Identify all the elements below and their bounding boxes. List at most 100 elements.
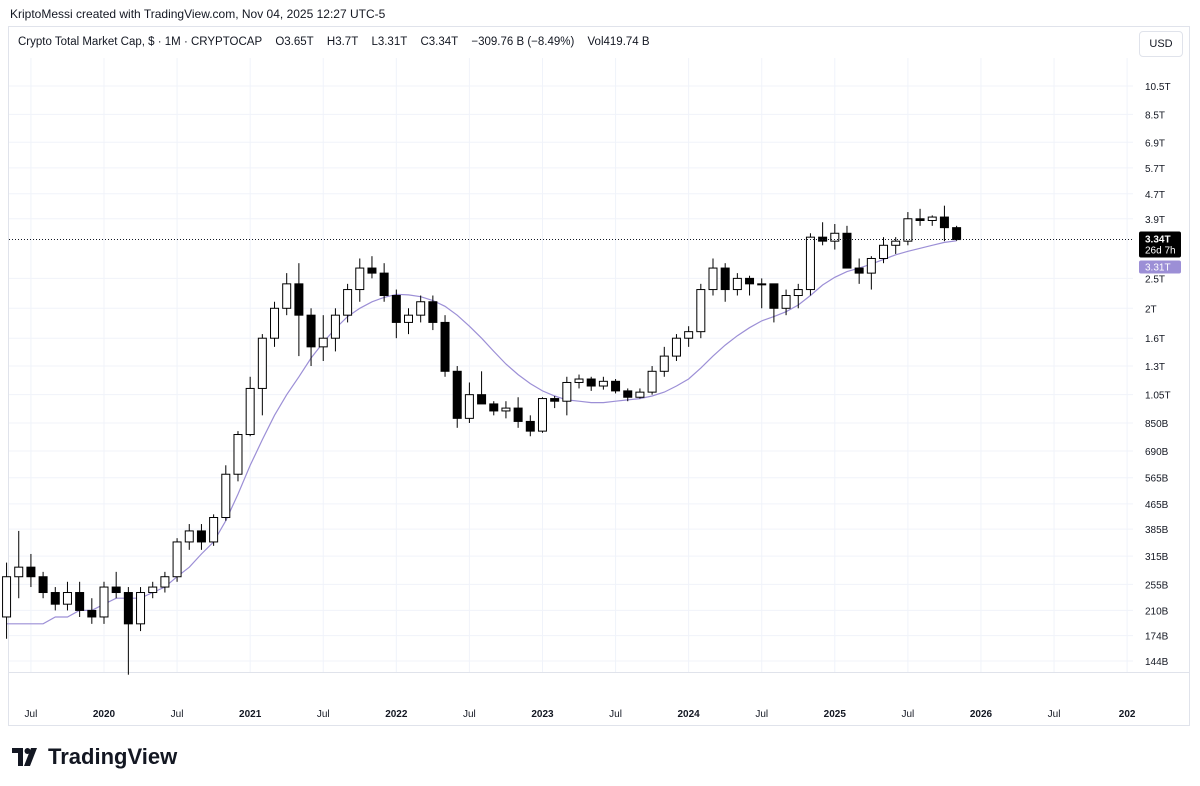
x-axis-tick-label: 2024 [678,709,701,720]
candle[interactable] [732,277,742,291]
candle[interactable] [440,321,450,372]
y-axis-tick-label: 1.3T [1145,362,1165,373]
candle[interactable] [647,370,657,393]
candle[interactable] [623,390,633,398]
candle[interactable] [184,530,194,543]
candle[interactable] [14,566,24,578]
candle[interactable] [477,394,487,405]
last-price-badge [1139,231,1181,258]
candle[interactable] [245,387,255,436]
candle[interactable] [404,314,413,323]
x-axis-tick-label: 202 [1119,709,1136,720]
candle[interactable] [50,592,60,605]
candle[interactable] [428,301,438,323]
legend-symbol[interactable]: Crypto Total Market Cap, $ · 1M · CRYPTO… [18,36,263,48]
candle[interactable] [330,314,340,339]
ma-value-badge [1139,260,1181,274]
candle[interactable] [793,289,803,297]
candle[interactable] [2,576,12,618]
candle[interactable] [708,267,718,291]
candle[interactable] [671,337,681,357]
candle[interactable] [757,283,767,286]
last-price-label: 3.34T [1145,235,1171,246]
candle[interactable] [550,398,560,402]
candle[interactable] [38,576,48,594]
candle[interactable] [842,232,852,269]
x-axis-tick-label: Jul [171,709,184,720]
candle[interactable] [196,530,206,543]
candle[interactable] [209,517,219,543]
candle[interactable] [915,218,925,221]
candle[interactable] [160,576,170,588]
candle[interactable] [513,407,523,422]
candle[interactable] [891,240,901,246]
y-axis-tick-label: 315B [1145,552,1169,563]
symbol-legend: Crypto Total Market Cap, $ · 1M · CRYPTO… [18,36,652,48]
candle[interactable] [233,434,243,475]
y-axis-tick-label: 4.7T [1145,190,1165,201]
candle[interactable] [148,586,158,594]
candle[interactable] [111,586,121,594]
candle[interactable] [355,267,365,291]
candle[interactable] [854,267,864,274]
candle[interactable] [611,380,621,392]
currency-button[interactable]: USD [1139,31,1183,57]
candle[interactable] [221,473,231,519]
candle[interactable] [282,283,292,309]
candle[interactable] [306,314,316,348]
candle[interactable] [745,277,755,285]
candle[interactable] [830,232,840,242]
x-axis-tick-label: 2025 [824,709,847,720]
candle[interactable] [769,283,779,309]
y-axis-tick-label: 144B [1145,657,1169,668]
y-axis-tick-label: 850B [1145,419,1169,430]
candle[interactable] [294,283,304,316]
candle[interactable] [87,609,97,618]
candle[interactable] [379,272,389,297]
candle[interactable] [257,337,267,389]
candle[interactable] [501,407,511,412]
candle[interactable] [270,307,280,339]
candle[interactable] [136,592,146,625]
y-axis-tick-label: 5.7T [1145,164,1165,175]
candle[interactable] [574,378,584,383]
candle[interactable] [367,267,377,274]
candle[interactable] [452,370,462,419]
candle[interactable] [391,295,401,323]
candle[interactable] [562,381,572,402]
candle[interactable] [635,391,645,398]
candle[interactable] [75,592,85,611]
candle[interactable] [26,566,36,578]
y-axis-tick-label: 2T [1145,304,1157,315]
candle[interactable] [598,380,608,387]
candle[interactable] [805,236,815,291]
candle[interactable] [659,355,669,372]
candle[interactable] [696,289,706,333]
candle[interactable] [781,295,791,309]
candle[interactable] [586,378,596,387]
y-axis-tick-label: 3.9T [1145,215,1165,226]
candle[interactable] [939,216,949,229]
candle[interactable] [879,244,889,259]
candle[interactable] [537,398,547,432]
candle[interactable] [684,331,694,339]
candle[interactable] [62,592,72,605]
candle[interactable] [343,289,353,316]
y-axis-tick-label: 10.5T [1145,82,1171,93]
candle[interactable] [99,586,109,618]
candle[interactable] [172,541,182,578]
candle[interactable] [927,216,937,221]
candle[interactable] [952,227,962,241]
candle[interactable] [525,420,535,432]
y-axis-tick-label: 210B [1145,606,1169,617]
candle[interactable] [489,403,499,412]
y-axis-tick-label: 174B [1145,632,1169,643]
candle[interactable] [318,337,328,348]
candle[interactable] [416,301,426,316]
candle[interactable] [903,218,913,242]
candle[interactable] [866,257,876,274]
candle[interactable] [720,267,730,291]
candle[interactable] [123,592,133,625]
candle[interactable] [464,394,474,419]
